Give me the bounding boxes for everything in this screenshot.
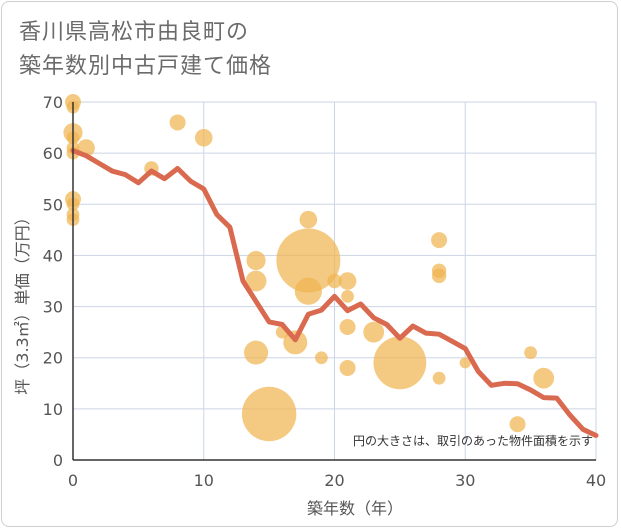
bubble-point bbox=[315, 351, 328, 365]
bubble-point bbox=[363, 321, 385, 343]
bubble-point bbox=[338, 272, 357, 290]
bubble-point bbox=[373, 336, 427, 390]
trend-line-group bbox=[70, 148, 599, 438]
bubble-point bbox=[299, 210, 318, 229]
x-tick-label: 0 bbox=[68, 471, 78, 490]
bubble-point bbox=[431, 268, 447, 284]
y-axis-title: 坪（3.3㎡）単価（万円） bbox=[13, 209, 32, 394]
x-tick-label: 40 bbox=[586, 471, 606, 490]
x-tick-label: 20 bbox=[324, 471, 344, 490]
y-tick-label: 70 bbox=[43, 93, 63, 112]
y-tick-label: 20 bbox=[43, 349, 63, 368]
bubble-point bbox=[244, 340, 269, 365]
y-tick-label: 30 bbox=[43, 298, 63, 317]
bubble-point bbox=[431, 232, 448, 249]
y-tick-label: 50 bbox=[43, 195, 63, 214]
chart-title-line-1: 香川県高松市由良町の bbox=[19, 20, 250, 45]
bubble-point bbox=[276, 228, 341, 293]
bubble-point bbox=[245, 270, 267, 292]
bubble-point bbox=[169, 114, 186, 131]
bubble-point bbox=[341, 289, 354, 303]
axes: 0 10 20 30 40 0 10 20 30 40 50 60 70 bbox=[43, 93, 607, 490]
bubble-size-annotation: 円の大きさは、取引のあった物件面積を示す bbox=[353, 433, 593, 448]
bubble-point bbox=[327, 273, 342, 289]
bubble-point bbox=[509, 416, 526, 433]
bubble-point bbox=[241, 386, 297, 442]
y-tick-label: 40 bbox=[43, 246, 63, 265]
bubble-point bbox=[246, 250, 266, 271]
bubbles bbox=[63, 94, 555, 442]
bubble-point bbox=[533, 367, 555, 389]
x-tick-label: 30 bbox=[455, 471, 475, 490]
bubble-point bbox=[294, 277, 322, 305]
y-tick-label: 10 bbox=[43, 400, 63, 419]
x-tick-label: 10 bbox=[194, 471, 214, 490]
trend-line bbox=[70, 148, 599, 438]
bubble-point bbox=[194, 129, 213, 147]
bubble-point bbox=[283, 330, 308, 355]
bubble-point bbox=[339, 359, 356, 376]
x-axis-title: 築年数（年） bbox=[307, 499, 403, 518]
y-tick-label: 0 bbox=[53, 451, 63, 470]
bubble-point bbox=[524, 346, 538, 359]
bubble-point bbox=[459, 357, 471, 369]
y-tick-label: 60 bbox=[43, 144, 63, 163]
chart-title-line-2: 築年数別中古戸建て価格 bbox=[19, 54, 273, 79]
bubble-point bbox=[339, 319, 356, 336]
chart-title: 香川県高松市由良町の 築年数別中古戸建て価格 bbox=[19, 16, 272, 84]
bubble-point bbox=[432, 371, 446, 385]
